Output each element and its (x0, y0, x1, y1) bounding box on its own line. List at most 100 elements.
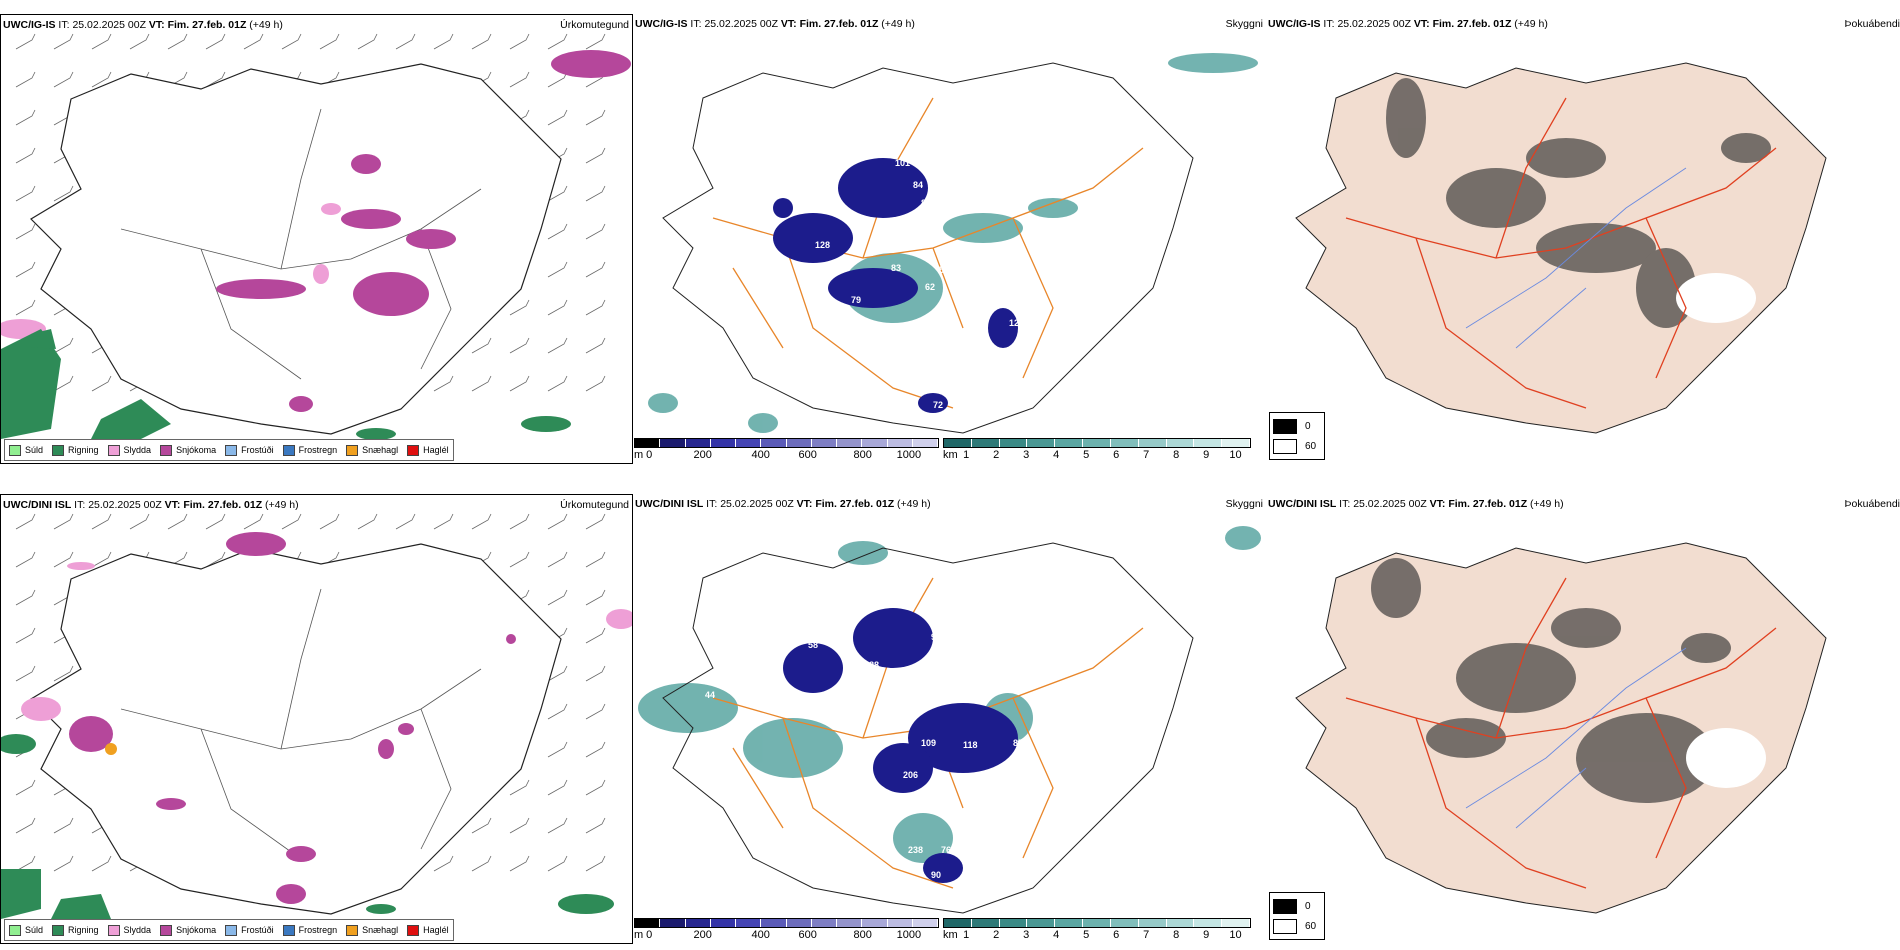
ceiling-label: 85 (921, 198, 931, 208)
wind-barb (319, 33, 340, 50)
fog-legend: 0 60 (1269, 412, 1325, 460)
wind-barb (53, 33, 74, 50)
iceland-coastline (662, 542, 1194, 914)
ceiling-label: 112 (963, 798, 978, 808)
wind-barb (509, 779, 530, 796)
colorbar-tick: 0 (646, 929, 653, 941)
ceiling-value-labels: 85 101 63 62 84 85 75 128 102 300 83 53 … (795, 158, 1058, 410)
ceiling-label: 125 (1009, 318, 1024, 328)
wind-barb (15, 779, 36, 796)
precip-type-legend: Súld Rigning Slydda Snjókoma Frostúði Fr… (4, 439, 454, 461)
wind-barb (547, 589, 568, 606)
legend-swatch (160, 924, 173, 936)
wind-barb (547, 223, 568, 240)
fog-panel-top: UWC/IG-IS IT: 25.02.2025 00Z VT: Fim. 27… (1266, 14, 1900, 464)
wind-barb (547, 299, 568, 316)
wind-barb (91, 33, 112, 50)
ceiling-label: 85 (823, 710, 833, 720)
ceiling-label: 128 (815, 240, 830, 250)
wind-barb (15, 589, 36, 606)
wind-barb (433, 513, 454, 530)
wind-barb (547, 33, 568, 50)
wind-barb (471, 33, 492, 50)
wind-barb (547, 665, 568, 682)
wind-barb (15, 551, 36, 568)
ceiling-label: 58 (808, 640, 818, 650)
wind-barb (15, 855, 36, 872)
legend-item: Súld (9, 444, 43, 456)
wind-barb (509, 337, 530, 354)
ceiling-label: 90 (931, 870, 941, 880)
hail-area (105, 743, 117, 755)
colorbar-tick: 400 (751, 449, 770, 461)
vis-teal-areas (638, 526, 1261, 863)
visibility-colorbar: km 1 2 3 4 5 6 7 8 9 10 (943, 918, 1251, 942)
colorbar-tick: 5 (1083, 449, 1090, 461)
legend-item: Rigning (52, 924, 99, 936)
wind-barb (585, 33, 606, 50)
wind-barb (585, 223, 606, 240)
ceiling-label: 62 (963, 170, 973, 180)
wind-barb (471, 513, 492, 530)
wind-barb (53, 665, 74, 682)
wind-barb (205, 71, 226, 88)
ceiling-colorbar-cells (634, 918, 939, 928)
wind-barb (15, 71, 36, 88)
sleet-areas (21, 562, 632, 721)
panel-header: UWC/IG-IS IT: 25.02.2025 00Z VT: Fim. 27… (635, 18, 915, 30)
legend-item: Snjókoma (160, 924, 216, 936)
wind-barb (471, 375, 492, 392)
legend-swatch (9, 924, 21, 936)
wind-barb (509, 513, 530, 530)
wind-barb (395, 33, 416, 50)
ceiling-label: 79 (851, 295, 861, 305)
ceiling-label: 101 (895, 158, 910, 168)
colorbar-tick: 6 (1113, 929, 1120, 941)
fog-legend-label: 0 (1305, 900, 1311, 912)
rain-areas (1, 329, 571, 439)
wind-barb (319, 513, 340, 530)
colorbar-tick: 8 (1173, 449, 1180, 461)
wind-barb (471, 817, 492, 834)
colorbar-tick: 10 (1229, 449, 1242, 461)
legend-swatch (282, 444, 295, 456)
wind-barb (585, 665, 606, 682)
colorbar-tick: 1000 (896, 929, 922, 941)
wind-barb (585, 741, 606, 758)
wind-barb (585, 817, 606, 834)
ceiling-colorbar-cells (634, 438, 939, 448)
vis-teal-areas (648, 53, 1258, 433)
legend-item: Frostregn (282, 924, 337, 936)
fog-legend-swatch-low (1273, 918, 1297, 934)
wind-barb (395, 513, 416, 530)
panel-title: Úrkomutegund (560, 19, 629, 31)
panel-header: UWC/IG-IS IT: 25.02.2025 00Z VT: Fim. 27… (3, 19, 283, 31)
visibility-map: 85 101 63 62 84 85 75 128 102 300 83 53 … (648, 53, 1258, 434)
legend-item: Frostúði (225, 924, 274, 936)
snow-areas (69, 532, 516, 904)
panel-header: UWC/DINI ISL IT: 25.02.2025 00Z VT: Fim.… (3, 499, 299, 511)
wind-barb (53, 337, 74, 354)
wind-barb (91, 71, 112, 88)
panel-header: UWC/DINI ISL IT: 25.02.2025 00Z VT: Fim.… (1268, 498, 1564, 510)
ceiling-colorbar: m 0 200 400 600 800 1000 (634, 438, 939, 462)
ceiling-label: 62 (925, 282, 935, 292)
wind-barb (91, 855, 112, 872)
ceiling-label: 85 (1013, 738, 1023, 748)
visibility-colorbar-cells (943, 918, 1251, 928)
wind-barb (547, 375, 568, 392)
ceiling-label: 126 (1043, 230, 1058, 240)
colorbar-tick: 800 (853, 449, 872, 461)
colorbar-tick: 5 (1083, 929, 1090, 941)
colorbar-tick: 600 (798, 929, 817, 941)
ceiling-label: 238 (908, 845, 923, 855)
wind-barb (53, 817, 74, 834)
fog-map (1295, 62, 1827, 434)
wind-barb (585, 375, 606, 392)
legend-item: Snæhagl (346, 444, 398, 456)
iceland-coastline (30, 63, 562, 435)
ceiling-label: 84 (913, 180, 923, 190)
ceiling-label: 83 (891, 263, 901, 273)
ceiling-label: 300 (833, 258, 848, 268)
ceiling-areas (773, 158, 1018, 413)
